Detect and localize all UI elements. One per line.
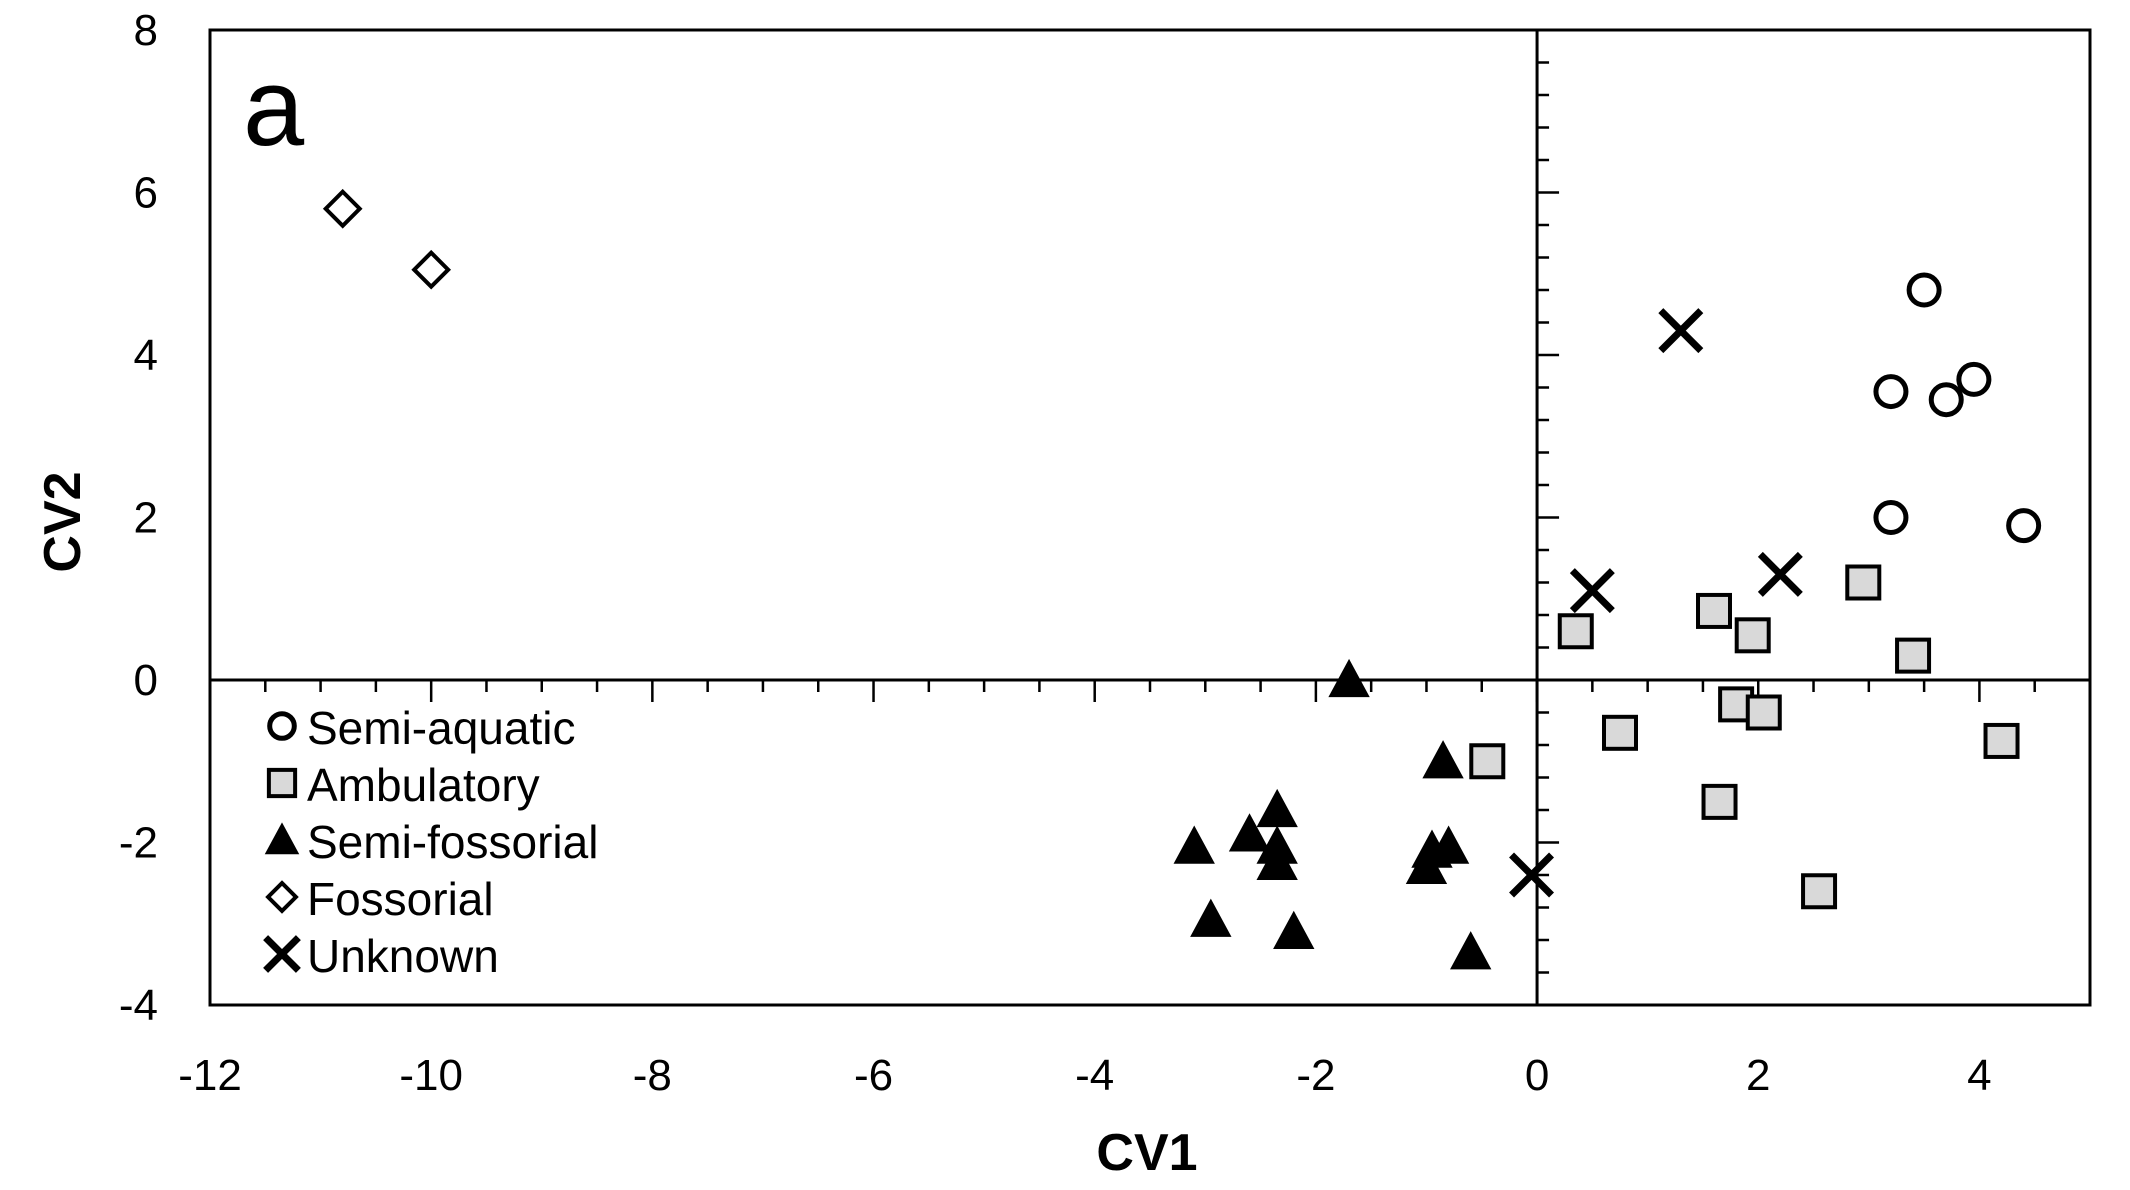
x-tick-label: 4	[1967, 1051, 1991, 1100]
data-points	[322, 188, 2042, 970]
legend: Semi-aquaticAmbulatorySemi-fossorialFoss…	[263, 702, 598, 982]
series-unknown	[1509, 308, 1803, 898]
legend-label: Fossorial	[307, 873, 494, 925]
legend-item: Fossorial	[265, 873, 494, 925]
data-point	[1873, 374, 1909, 410]
data-point	[1509, 852, 1555, 898]
data-point	[1256, 841, 1298, 880]
data-point	[1983, 722, 2020, 759]
legend-marker	[267, 711, 297, 741]
data-point	[1256, 788, 1298, 828]
legend-item: Unknown	[263, 930, 499, 982]
legend-label: Unknown	[307, 930, 499, 982]
x-tick-label: 0	[1525, 1051, 1549, 1100]
data-point	[1928, 382, 1964, 418]
data-point	[1422, 740, 1464, 779]
data-point	[1701, 783, 1738, 820]
data-point	[1956, 361, 1992, 397]
x-axis-title: CV1	[1096, 1124, 1197, 1182]
data-point	[1602, 714, 1638, 751]
data-point	[1273, 910, 1315, 950]
x-tick-label: -10	[399, 1051, 463, 1100]
legend-marker	[266, 767, 298, 799]
y-tick-label: -4	[119, 981, 158, 1030]
panel-label: a	[243, 46, 305, 169]
data-point	[1190, 898, 1232, 937]
y-axis-title: CV2	[34, 471, 92, 572]
data-point	[1801, 873, 1838, 910]
legend-item: Ambulatory	[266, 759, 540, 811]
data-point	[1427, 825, 1470, 864]
y-tick-label: 0	[134, 656, 158, 705]
data-point	[1328, 658, 1370, 698]
data-point	[1173, 825, 1215, 864]
data-point	[1569, 568, 1615, 614]
data-point	[411, 249, 452, 290]
x-tick-label: -8	[633, 1051, 672, 1100]
ticks: -12 -10 -8 -6 -4 -2 0 2 4 -4 -2 0 2 4 6 8	[119, 6, 2092, 1100]
x-tick-label: 2	[1746, 1051, 1770, 1100]
data-point	[1895, 637, 1932, 674]
data-point	[1873, 500, 1909, 535]
plot-frame	[208, 28, 2092, 1007]
y-tick-label: -2	[119, 819, 158, 868]
legend-item: Semi-fossorial	[264, 816, 598, 868]
data-point	[1557, 613, 1594, 650]
y-tick-label: 4	[134, 331, 158, 380]
y-tick-label: 6	[134, 169, 158, 218]
series-ambulatory	[1469, 564, 2020, 910]
legend-marker	[264, 822, 300, 855]
legend-item: Semi-aquatic	[267, 702, 575, 754]
y-tick-label: 8	[134, 6, 158, 55]
data-point	[2006, 508, 2042, 544]
data-point	[1734, 617, 1771, 654]
legend-label: Ambulatory	[307, 759, 540, 811]
legend-label: Semi-fossorial	[307, 816, 598, 868]
data-point	[1450, 931, 1492, 970]
data-point	[1696, 592, 1732, 629]
y-tick-label: 2	[134, 494, 158, 543]
data-point	[1405, 845, 1448, 885]
data-point	[322, 188, 363, 229]
legend-marker	[263, 935, 301, 973]
series-semi-fossorial	[1173, 658, 1492, 970]
data-point	[1228, 813, 1271, 852]
data-point	[1845, 564, 1882, 601]
x-tick-label: -2	[1296, 1051, 1335, 1100]
data-point	[1757, 551, 1803, 597]
legend-label: Semi-aquatic	[307, 702, 575, 754]
data-point	[1469, 743, 1506, 780]
data-point	[1906, 272, 1942, 308]
legend-marker	[265, 880, 299, 914]
data-point	[1745, 694, 1782, 731]
x-tick-label: -6	[854, 1051, 893, 1100]
x-tick-label: -4	[1075, 1051, 1114, 1100]
series-semi-aquatic	[1873, 272, 2042, 544]
series-fossorial	[322, 188, 452, 290]
x-tick-label: -12	[178, 1051, 242, 1100]
data-point	[1658, 308, 1704, 354]
